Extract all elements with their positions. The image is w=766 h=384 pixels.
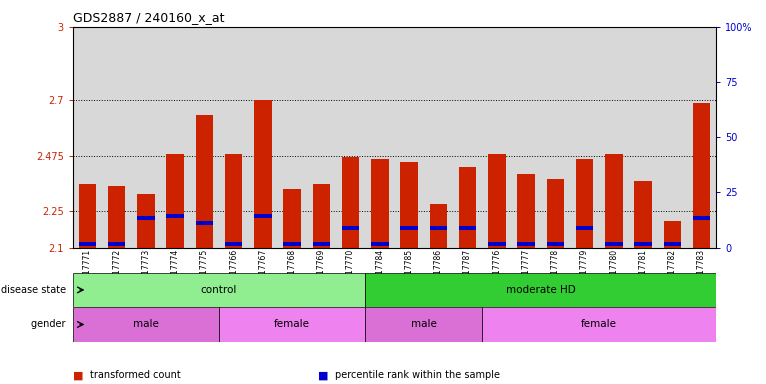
Bar [605, 154, 623, 248]
Bar [73, 307, 219, 342]
Bar [225, 154, 242, 248]
Text: male: male [411, 319, 437, 329]
Bar [663, 242, 681, 246]
Bar [254, 214, 272, 218]
Bar [547, 179, 564, 248]
Text: percentile rank within the sample: percentile rank within the sample [335, 370, 499, 380]
Bar [401, 162, 418, 248]
Bar [73, 273, 365, 307]
Bar [108, 186, 126, 248]
Text: disease state: disease state [1, 285, 69, 295]
Bar [313, 242, 330, 246]
Bar [166, 154, 184, 248]
Bar [195, 221, 213, 225]
Bar [692, 103, 710, 248]
Bar [430, 226, 447, 230]
Bar [488, 242, 506, 246]
Text: GDS2887 / 240160_x_at: GDS2887 / 240160_x_at [73, 11, 224, 24]
Bar [166, 214, 184, 218]
Bar [371, 159, 388, 248]
Bar [576, 226, 594, 230]
Bar [547, 242, 564, 246]
Bar [365, 307, 483, 342]
Text: female: female [581, 319, 617, 329]
Text: control: control [201, 285, 237, 295]
Text: female: female [274, 319, 310, 329]
Text: transformed count: transformed count [90, 370, 180, 380]
Bar [313, 184, 330, 248]
Bar [459, 167, 476, 248]
Bar [225, 242, 242, 246]
Bar [634, 242, 652, 246]
Bar [371, 242, 388, 246]
Bar [634, 182, 652, 248]
Text: male: male [133, 319, 159, 329]
Bar [576, 159, 594, 248]
Bar [342, 157, 359, 248]
Bar [137, 194, 155, 248]
Bar [219, 307, 365, 342]
Text: ■: ■ [73, 370, 87, 380]
Bar [195, 115, 213, 248]
Bar [283, 242, 301, 246]
Bar [517, 242, 535, 246]
Bar [459, 226, 476, 230]
Bar [605, 242, 623, 246]
Bar [430, 204, 447, 248]
Bar [365, 273, 716, 307]
Bar [137, 216, 155, 220]
Bar [342, 226, 359, 230]
Bar [483, 307, 716, 342]
Bar [692, 216, 710, 220]
Bar [401, 226, 418, 230]
Text: gender: gender [31, 319, 69, 329]
Bar [254, 101, 272, 248]
Bar [488, 154, 506, 248]
Bar [79, 184, 97, 248]
Bar [283, 189, 301, 248]
Bar [108, 242, 126, 246]
Text: ■: ■ [318, 370, 332, 380]
Text: moderate HD: moderate HD [506, 285, 575, 295]
Bar [663, 221, 681, 248]
Bar [79, 242, 97, 246]
Bar [517, 174, 535, 248]
